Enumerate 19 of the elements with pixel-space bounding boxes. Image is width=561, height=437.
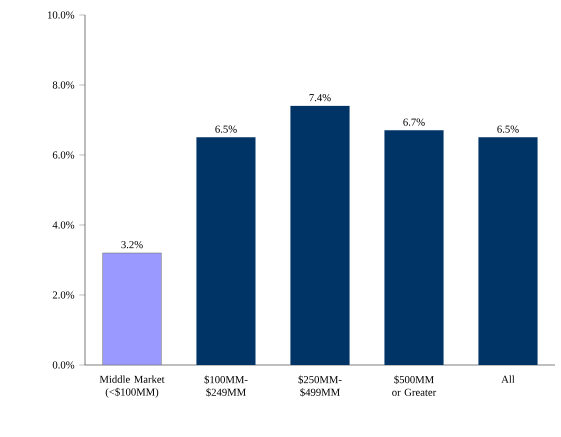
data-label: 6.5% (215, 126, 237, 133)
y-tick-label: 2.0% (52, 291, 74, 299)
x-tick-label: $100MM-$249MM (204, 375, 248, 397)
y-tick-label: 4.0% (52, 221, 74, 229)
bar (384, 130, 444, 365)
data-label: 3.2% (121, 241, 143, 248)
y-tick-label: 8.0% (52, 81, 74, 89)
x-tick-label: All (501, 375, 515, 383)
data-label: 6.5% (497, 126, 519, 133)
x-tick-label: $250MM-$499MM (298, 375, 342, 397)
x-tick-label: Middle Market (<$100MM) (100, 375, 165, 398)
bar (196, 137, 256, 365)
y-tick-label: 10.0% (48, 11, 74, 19)
data-label: 7.4% (310, 94, 331, 102)
x-tick-label: $500MM or Greater (392, 375, 436, 396)
data-label: 6.7% (403, 118, 425, 126)
bar (478, 137, 538, 365)
y-tick-label: 6.0% (52, 151, 74, 159)
y-tick-label: 0.0% (52, 361, 74, 369)
